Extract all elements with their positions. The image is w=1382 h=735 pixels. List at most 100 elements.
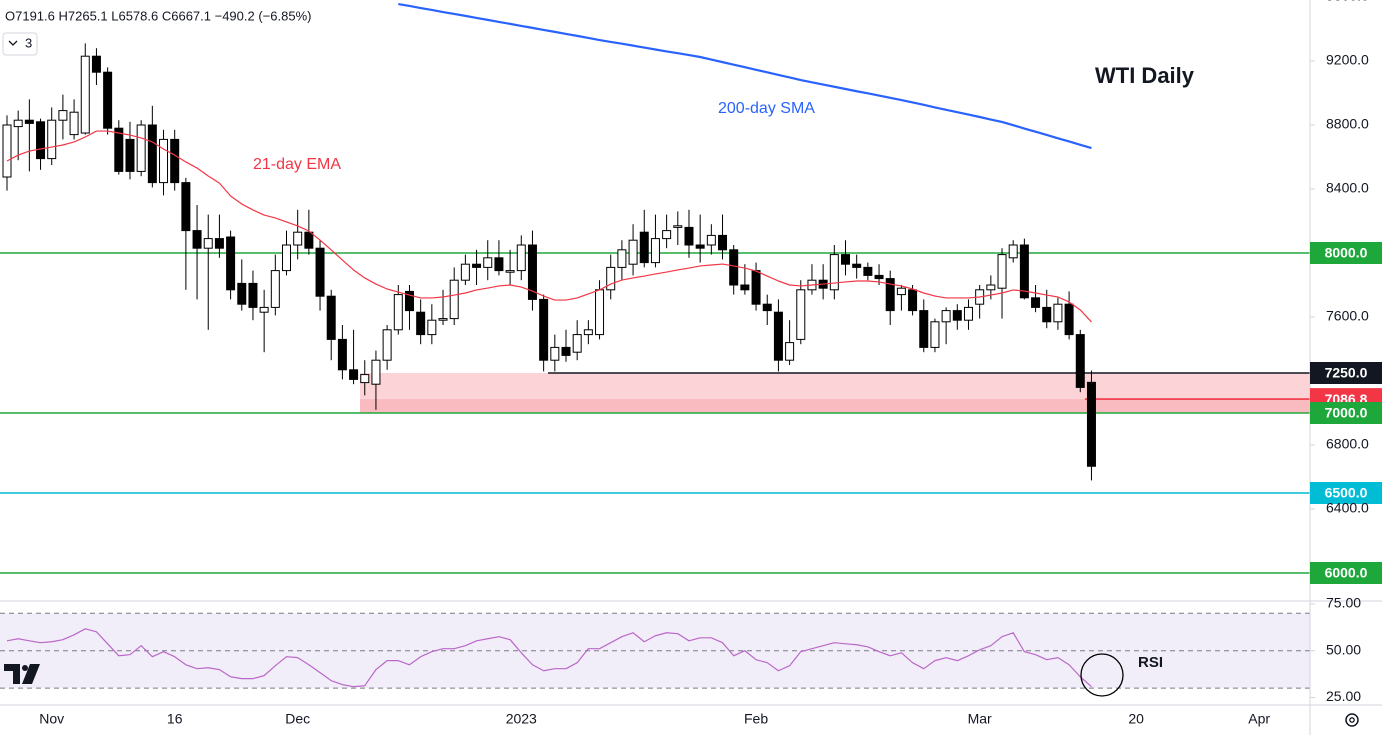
settings-icon[interactable]: [1345, 713, 1359, 727]
candle-body: [1086, 381, 1096, 467]
candles: [2, 43, 1096, 481]
candle-body: [1008, 244, 1018, 259]
indicator-name: 21-day EMA: [253, 156, 341, 173]
candle-body: [1019, 244, 1029, 299]
candle-body: [740, 284, 750, 291]
zones: [360, 373, 1310, 413]
rsi-tick-label: 50.00: [1326, 641, 1361, 657]
level-label-box: [1310, 242, 1382, 264]
y-tick-label: 6400.0: [1326, 500, 1369, 516]
chart-title: WTI Daily: [1095, 63, 1195, 88]
candle-body: [393, 294, 403, 331]
gear-ring: [1345, 713, 1359, 727]
logo-part: [22, 665, 28, 671]
candle-body: [874, 274, 884, 280]
candle-body: [706, 234, 716, 246]
candle-body: [606, 266, 616, 291]
candle-body: [136, 124, 146, 172]
candle-body: [639, 231, 649, 264]
candle-body: [404, 290, 414, 312]
ohlc-header: O7191.6 H7265.1 L6578.6 C6667.1 −490.2 (…: [5, 8, 311, 23]
candle-body: [192, 230, 202, 249]
candle-body: [919, 310, 929, 348]
candle-body: [147, 124, 157, 184]
candle-body: [628, 239, 638, 265]
candle-body: [13, 119, 23, 128]
candle-body: [561, 346, 571, 356]
candle-body: [91, 55, 101, 73]
candle-body: [762, 303, 772, 312]
candle-body: [203, 238, 213, 249]
candle-body: [416, 311, 426, 336]
candle-body: [550, 346, 560, 361]
indicator-toggle[interactable]: [2, 32, 38, 56]
indicator-line: [398, 2, 1092, 150]
candle-body: [80, 55, 90, 134]
x-tick-label: Mar: [968, 711, 992, 727]
candle-body: [1075, 334, 1085, 388]
indicator-count: 3: [25, 35, 32, 50]
candle-body: [729, 249, 739, 286]
rsi-tick-label: 25.00: [1326, 688, 1361, 704]
level-label-box: [1310, 362, 1382, 384]
candle-body: [516, 244, 526, 272]
y-tick-label: 6800.0: [1326, 436, 1369, 452]
tradingview-logo: [4, 664, 40, 684]
candle-body: [718, 234, 728, 251]
candle-body: [527, 244, 537, 300]
candle-body: [360, 374, 370, 384]
candle-body: [662, 230, 672, 240]
candle-body: [237, 282, 247, 305]
level-label: 6500.0: [1325, 485, 1368, 501]
candle-body: [617, 249, 627, 268]
candle-body: [572, 334, 582, 353]
labels: 8000.07250.07086.87000.06500.06000.09600…: [39, 0, 1382, 727]
rsi-line: [6, 628, 1092, 688]
rsi-title: RSI: [1138, 654, 1163, 671]
candle-body: [170, 138, 180, 184]
level-label-box: [1310, 402, 1382, 424]
candle-body: [997, 254, 1007, 289]
candle-body: [595, 289, 605, 336]
x-tick-label: 20: [1128, 711, 1144, 727]
logo-part: [4, 664, 20, 684]
indicator-lines: [6, 2, 1092, 688]
candle-body: [650, 238, 660, 264]
candle-body: [896, 287, 906, 296]
candle-body: [1031, 297, 1041, 308]
zone: [360, 399, 1310, 413]
candle-body: [963, 306, 973, 321]
candle-body: [226, 236, 236, 291]
candle-body: [304, 231, 314, 249]
candle-body: [684, 226, 694, 246]
candle-body: [114, 127, 124, 172]
level-label: 8000.0: [1325, 245, 1368, 261]
candle-body: [214, 238, 224, 249]
x-tick-label: Nov: [39, 711, 64, 727]
candle-body: [1064, 303, 1074, 336]
gear-hub: [1349, 717, 1355, 723]
candle-body: [103, 71, 113, 129]
candle-body: [539, 298, 549, 361]
candle-body: [349, 369, 359, 380]
y-tick-label: 9200.0: [1326, 52, 1369, 68]
zone: [360, 373, 1310, 413]
candle-body: [1053, 303, 1063, 323]
candle-body: [69, 111, 79, 136]
candle-body: [371, 359, 381, 385]
candle-body: [270, 270, 280, 308]
candle-body: [259, 306, 269, 313]
candle-body: [785, 342, 795, 361]
candle-body: [337, 338, 347, 371]
candle-body: [796, 289, 806, 340]
chevron-icon: [8, 40, 18, 46]
level-label: 7000.0: [1325, 405, 1368, 421]
candle-body: [885, 278, 895, 312]
rsi-background: [0, 612, 1310, 689]
candle-body: [449, 279, 459, 320]
y-tick-label: 8400.0: [1326, 180, 1369, 196]
candle-body: [751, 270, 761, 305]
rsi-band: [0, 613, 1310, 689]
candle-body: [181, 182, 191, 232]
